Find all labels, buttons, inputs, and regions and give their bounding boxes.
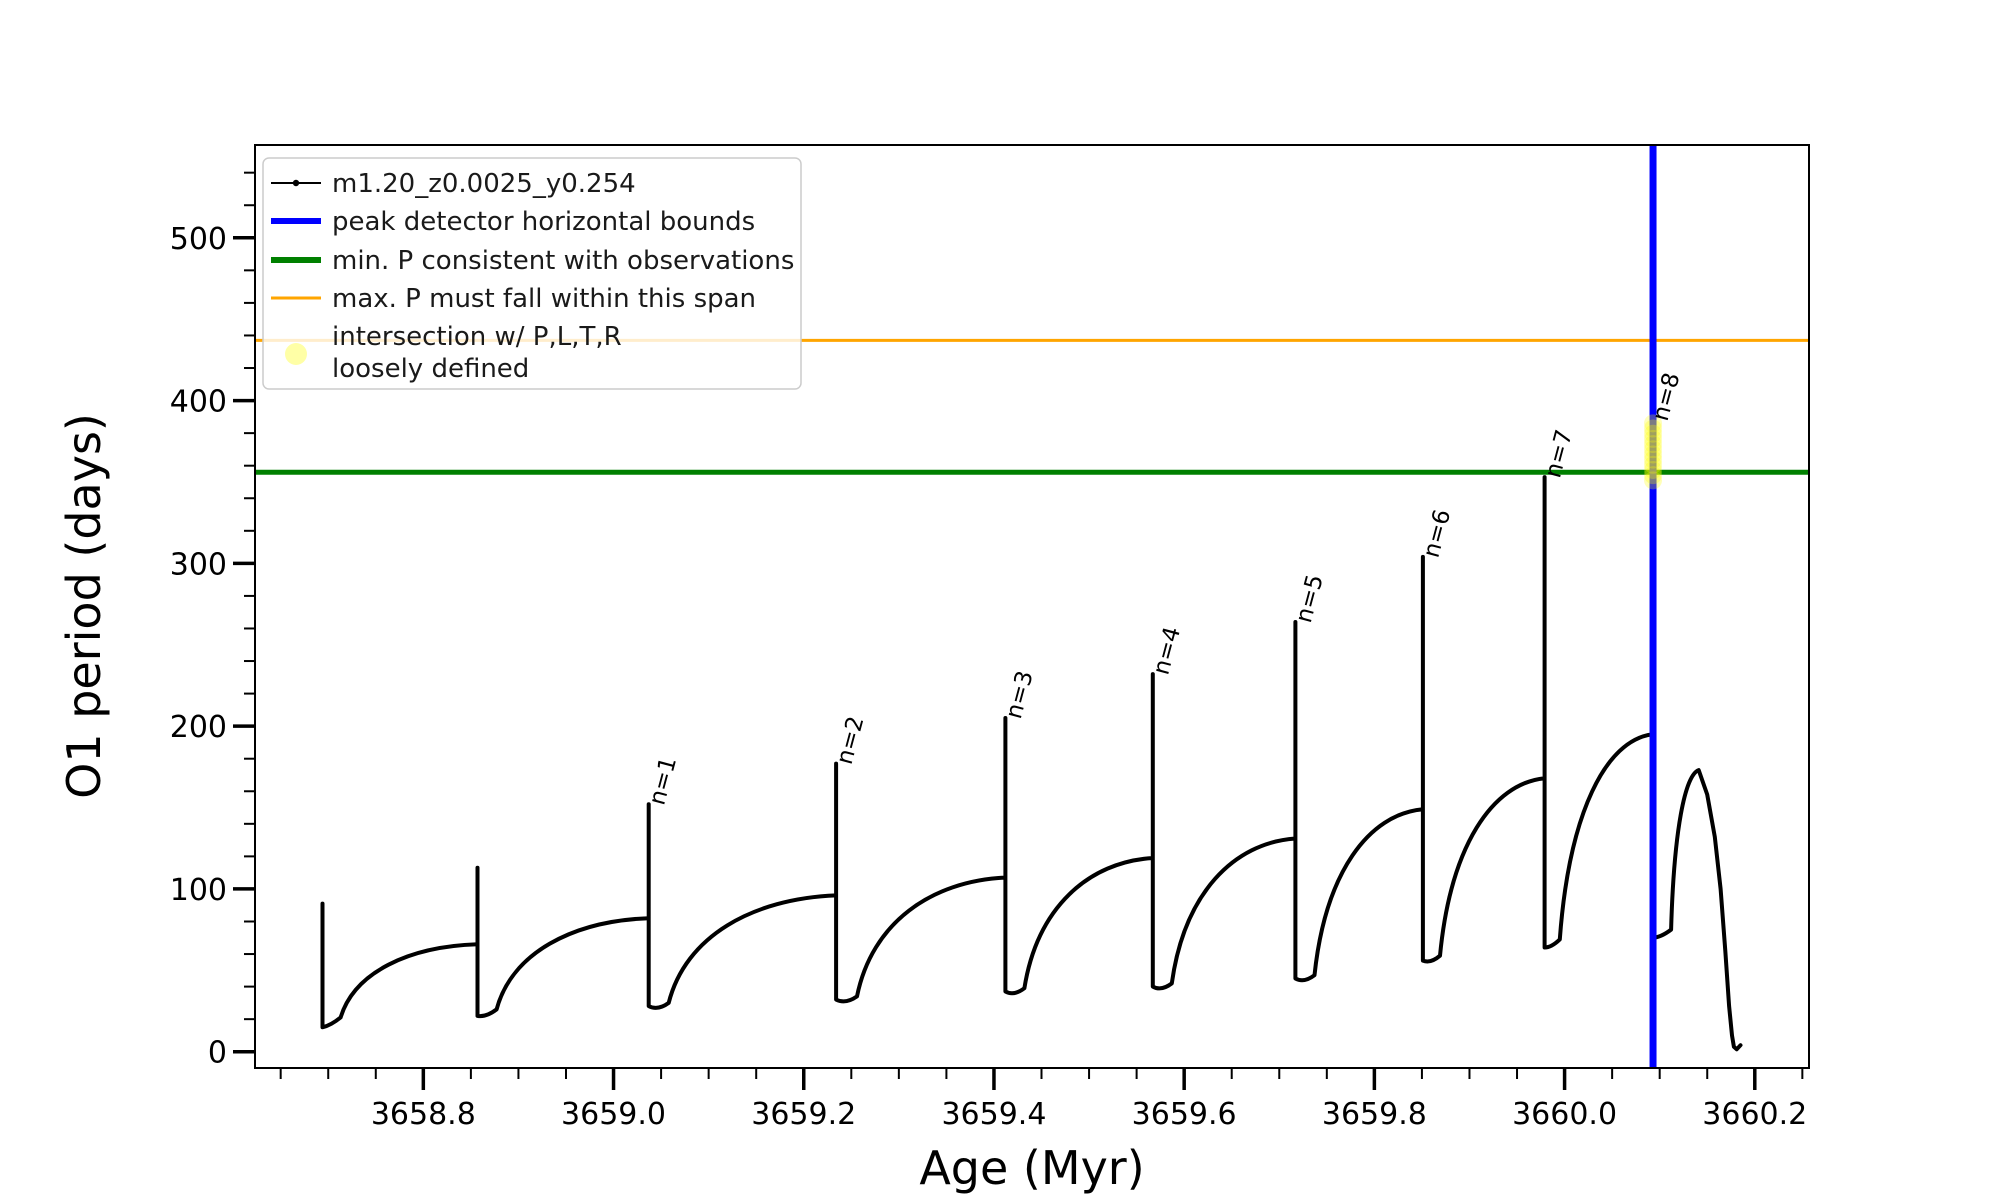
intersection-marker (1644, 445, 1663, 464)
peak-annotation: n=5 (1291, 572, 1329, 626)
y-tick-label: 0 (208, 1036, 227, 1071)
plot-spines (254, 144, 1810, 1069)
legend-label-intersection-line2: loosely defined (332, 354, 529, 384)
y-tick-label: 300 (170, 547, 227, 582)
legend: m1.20_z0.0025_y0.254 peak detector horiz… (262, 157, 802, 390)
model-track-curve (320, 418, 1743, 1052)
intersection-marker (1644, 414, 1663, 433)
x-tick-label: 3659.6 (1132, 1097, 1237, 1132)
peak-label-layer: n=1n=2n=3n=4n=5n=6n=7n=8 (644, 370, 1685, 808)
legend-label-intersection-line1: intersection w/ P,L,T,R (332, 322, 622, 352)
x-tick-label: 3659.8 (1322, 1097, 1427, 1132)
legend-label-peak-bounds: peak detector horizontal bounds (332, 207, 755, 237)
intersection-marker (1644, 440, 1663, 459)
legend-handle-intersection-marker (285, 343, 307, 365)
intersection-marker (1644, 466, 1663, 485)
legend-label-max-p: max. P must fall within this span (332, 284, 756, 314)
intersection-marker-layer (1644, 414, 1663, 490)
intersection-marker (1644, 419, 1663, 438)
intersection-marker (1644, 435, 1663, 454)
peak-annotation: n=1 (644, 754, 682, 808)
legend-handle-series-marker (292, 179, 300, 187)
peak-annotation: n=6 (1419, 507, 1457, 561)
x-tick-label: 3660.0 (1512, 1097, 1617, 1132)
x-tick-label: 3659.4 (941, 1097, 1046, 1132)
x-tick-label: 3658.8 (371, 1097, 476, 1132)
intersection-marker (1644, 471, 1663, 490)
intersection-marker (1644, 460, 1663, 479)
intersection-marker (1644, 450, 1663, 469)
y-axis-label: O1 period (days) (57, 413, 111, 799)
curve-layer (320, 418, 1743, 1052)
legend-box (262, 157, 802, 390)
x-tick-label: 3660.2 (1702, 1097, 1807, 1132)
legend-label-series: m1.20_z0.0025_y0.254 (332, 169, 636, 199)
axes-layer: 3658.8 3659.0 3659.2 3659.4 3659.6 3659.8 3660… (170, 144, 1810, 1132)
peak-annotation: n=4 (1148, 624, 1186, 678)
intersection-marker (1644, 455, 1663, 474)
x-tick-label: 3659.2 (751, 1097, 856, 1132)
y-tick-label: 500 (170, 222, 227, 257)
intersection-marker (1644, 429, 1663, 448)
intersection-marker (1644, 424, 1663, 443)
y-tick-label: 200 (170, 710, 227, 745)
x-axis-label: Age (Myr) (919, 1141, 1144, 1195)
peak-annotation: n=3 (1001, 668, 1039, 722)
y-tick-label: 100 (170, 873, 227, 908)
legend-label-min-p: min. P consistent with observations (332, 246, 794, 276)
y-tick-label: 400 (170, 385, 227, 420)
x-tick-label: 3659.0 (561, 1097, 666, 1132)
peak-annotation: n=2 (832, 714, 870, 768)
